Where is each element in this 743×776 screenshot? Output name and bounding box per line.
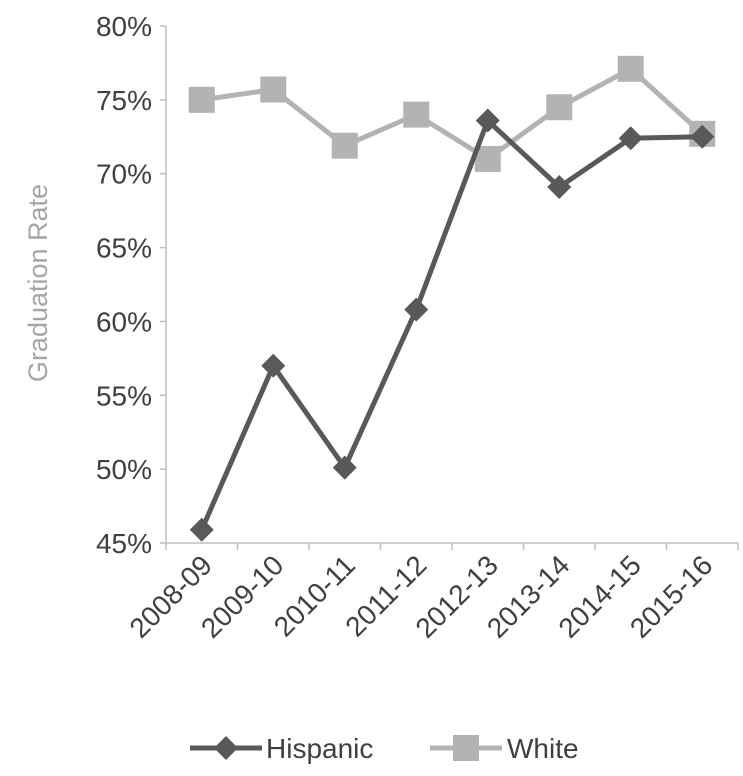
data-point-hispanic (189, 517, 214, 542)
data-point-white (331, 132, 358, 159)
data-point-white (546, 94, 573, 121)
legend-label: White (507, 733, 579, 764)
y-tick-label: 55% (96, 380, 152, 411)
y-tick-label: 80% (96, 11, 152, 42)
legend-swatch-marker (453, 735, 479, 761)
y-tick-label: 50% (96, 454, 152, 485)
y-tick-label: 75% (96, 85, 152, 116)
data-point-white (403, 101, 430, 128)
legend-swatch-marker (214, 736, 238, 760)
y-axis-label: Graduation Rate (23, 184, 53, 382)
data-point-hispanic (690, 124, 715, 149)
data-point-hispanic (475, 108, 500, 133)
y-tick-label: 70% (96, 159, 152, 190)
y-tick-label: 60% (96, 306, 152, 337)
data-point-hispanic (404, 297, 429, 322)
legend-label: Hispanic (266, 733, 373, 764)
legend-item-hispanic: Hispanic (190, 733, 373, 764)
legend: Hispanic White (190, 733, 579, 764)
data-point-white (188, 86, 215, 113)
y-axis-ticks: 45% 50% 55% 60% 65% 70% 75% 80% (96, 11, 166, 559)
series-line-hispanic (199, 118, 703, 531)
series-white (188, 55, 716, 172)
axes (165, 26, 738, 544)
data-point-hispanic (547, 175, 572, 200)
y-tick-label: 65% (96, 233, 152, 264)
series-hispanic (189, 108, 715, 542)
data-point-hispanic (618, 126, 643, 151)
x-axis-ticks: 2008-092009-102010-112011-122012-132013-… (123, 543, 739, 644)
series-lines (188, 55, 716, 542)
data-point-hispanic (261, 353, 286, 378)
data-point-white (260, 76, 287, 103)
legend-item-white: White (430, 733, 579, 764)
y-tick-label: 45% (96, 528, 152, 559)
data-point-white (617, 55, 644, 82)
data-point-hispanic (332, 455, 357, 480)
